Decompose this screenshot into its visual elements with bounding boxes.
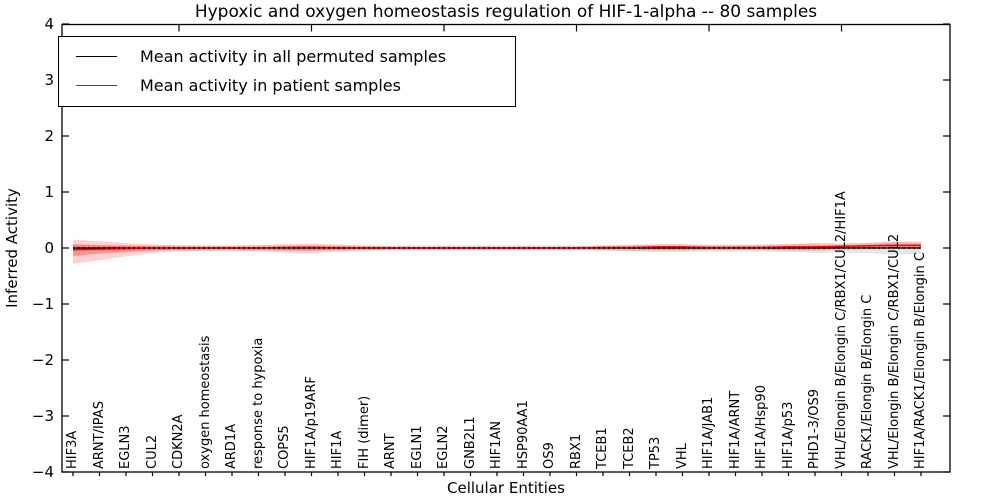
legend-line-sample: [76, 85, 117, 86]
x-tick-label: TP53: [648, 436, 663, 469]
y-tick-label: 3: [44, 70, 54, 89]
x-tick-label: PHD1-3/OS9: [807, 389, 822, 469]
x-tick-label: TCEB2: [621, 427, 637, 469]
x-tick-label: VHL: [674, 443, 690, 469]
x-tick-label: ARD1A: [224, 423, 239, 469]
y-tick-label: 0: [44, 238, 54, 257]
chart-title: Hypoxic and oxygen homeostasis regulatio…: [194, 2, 818, 22]
x-tick-label: HIF1A/p53: [780, 401, 796, 469]
x-tick-label: TCEB1: [595, 427, 610, 469]
x-tick-label: CDKN2A: [171, 414, 186, 469]
x-tick-label: HIF1A/Hsp90: [754, 385, 769, 469]
x-tick-label: HIF1A/p19ARF: [303, 376, 319, 469]
y-tick-label: 1: [44, 182, 54, 201]
x-tick-label: response to hypoxia: [250, 337, 266, 469]
x-tick-label: VHL/Elongin B/Elongin C/RBX1/CUL2: [886, 233, 902, 469]
y-tick-label: 2: [44, 126, 54, 145]
x-tick-label: RBX1: [568, 433, 584, 469]
x-tick-label: FIH (dimer): [356, 395, 372, 469]
x-tick-label: GNB2L1: [462, 416, 478, 469]
y-tick-label: −3: [31, 406, 54, 425]
x-tick-label: VHL/Elongin B/Elongin C/RBX1/CUL2/HIF1A: [833, 191, 849, 469]
x-tick-label: HIF1A/RACK1/Elongin B/Elongin C: [913, 252, 928, 469]
x-tick-label: COPS5: [277, 425, 292, 469]
x-axis-label: Cellular Entities: [447, 479, 565, 497]
x-tick-label: HIF1AN: [489, 421, 504, 469]
x-tick-label: HIF3A: [65, 430, 80, 469]
legend-label: Mean activity in patient samples: [140, 76, 401, 95]
y-tick-label: −2: [31, 350, 54, 369]
y-tick-label: 4: [44, 14, 54, 33]
patient-std-band-outer: [73, 239, 921, 264]
x-tick-label: ARNT: [383, 433, 398, 469]
x-tick-label: HIF1A/ARNT: [727, 390, 743, 469]
legend-label: Mean activity in all permuted samples: [140, 47, 447, 66]
x-tick-label: RACK1/Elongin B/Elongin C: [860, 294, 875, 469]
y-tick-label: −1: [31, 294, 54, 313]
legend-line-sample: [76, 56, 117, 57]
legend-box: Mean activity in all permuted samples Mea…: [58, 36, 516, 107]
legend-entry: Mean activity in patient samples: [59, 71, 515, 100]
x-tick-label: EGLN3: [118, 425, 133, 469]
x-tick-label: HIF1A/JAB1: [701, 396, 716, 469]
x-tick-label: EGLN2: [436, 425, 451, 469]
x-tick-label: HSP90AA1: [515, 400, 531, 469]
x-tick-label: ARNT/IPAS: [91, 401, 107, 469]
legend-entry: Mean activity in all permuted samples: [59, 42, 515, 71]
x-tick-label: oxygen homeostasis: [197, 335, 213, 469]
x-tick-label: CUL2: [144, 434, 160, 469]
x-tick-label: EGLN1: [409, 425, 425, 469]
y-tick-label: −4: [31, 462, 54, 481]
x-tick-label: OS9: [542, 442, 557, 469]
x-tick-label: HIF1A: [330, 430, 345, 469]
